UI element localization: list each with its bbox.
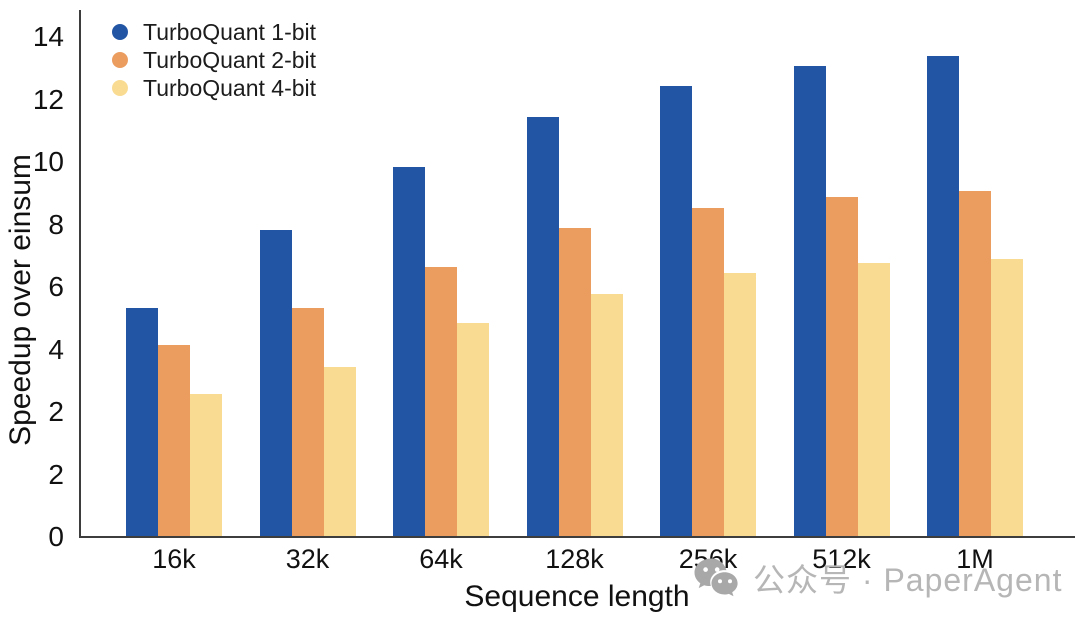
bar (190, 394, 222, 536)
y-tick-label: 14 (32, 21, 64, 52)
watermark: 公众号 · PaperAgent (692, 555, 1062, 601)
x-tick-label: 128k (545, 544, 604, 574)
bar-group-16k: 16k (126, 10, 222, 574)
x-tick-label: 32k (285, 544, 330, 574)
x-axis-label: Sequence length (464, 580, 690, 613)
watermark-text: 公众号 · PaperAgent (753, 562, 1063, 598)
y-tick-label: 2 (48, 396, 64, 427)
legend: TurboQuant 1-bit TurboQuant 2-bit TurboQua… (112, 18, 316, 102)
bar (526, 117, 559, 536)
bar (425, 267, 457, 536)
legend-marker-icon (112, 80, 128, 96)
bar (393, 167, 425, 536)
plot-area: 16k 32k 64k 128k 256k 512k 1M (79, 10, 1075, 574)
bar (590, 294, 623, 536)
bar (991, 259, 1023, 536)
bar (457, 323, 489, 536)
legend-item: TurboQuant 4-bit (112, 74, 316, 102)
x-tick-label: 16k (152, 544, 196, 574)
bar-group-1M: 1M (927, 10, 1023, 574)
legend-marker-icon (112, 52, 128, 68)
legend-marker-icon (112, 24, 128, 40)
legend-label: TurboQuant 1-bit (143, 18, 317, 45)
x-tick-label: 64k (419, 544, 463, 574)
bar (660, 86, 692, 536)
bar (793, 66, 826, 536)
bar (825, 197, 858, 536)
bar (126, 308, 158, 536)
y-tick-label: 2 (48, 458, 64, 490)
wechat-icon (694, 558, 738, 596)
bar (927, 56, 959, 536)
bar (291, 308, 324, 536)
bar (724, 273, 756, 536)
bar (857, 263, 890, 536)
legend-label: TurboQuant 2-bit (143, 46, 317, 73)
bar (323, 367, 356, 536)
bar-group-256k: 256k (660, 10, 756, 574)
y-tick-label: 4 (48, 333, 64, 365)
x-tick-label: 512k (812, 544, 871, 574)
bar-group-32k: 32k (259, 10, 356, 574)
bar (692, 208, 724, 536)
y-tick-label: 6 (48, 271, 64, 302)
y-tick-label: 10 (32, 146, 64, 177)
legend-item: TurboQuant 1-bit (112, 18, 316, 46)
y-axis-ticks: 0 2 2 4 6 8 10 12 14 (0, 0, 70, 626)
bar-group-512k: 512k (793, 10, 890, 574)
bar-group-128k: 128k (526, 10, 623, 574)
y-tick-label: 0 (48, 521, 64, 552)
bar (959, 191, 991, 536)
bar (558, 228, 591, 536)
y-tick-label: 12 (32, 83, 64, 115)
bar (259, 230, 292, 536)
bar-group-64k: 64k (393, 10, 489, 574)
y-tick-label: 8 (48, 208, 64, 240)
legend-item: TurboQuant 2-bit (112, 46, 316, 74)
x-tick-label: 1M (956, 544, 994, 574)
bar (158, 345, 190, 536)
legend-label: TurboQuant 4-bit (143, 74, 317, 101)
